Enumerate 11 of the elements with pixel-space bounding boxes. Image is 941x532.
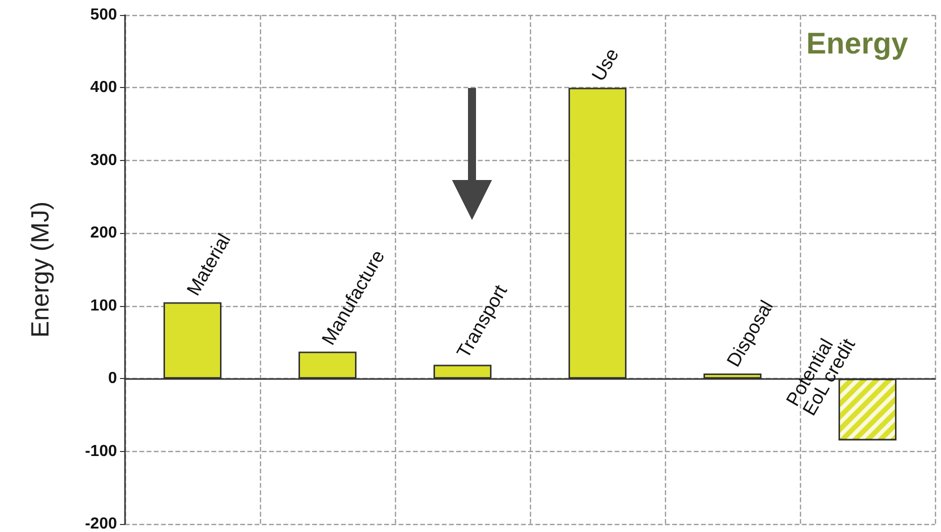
y-tick-label: -100 [84, 442, 118, 460]
y-tick-label: 200 [90, 224, 118, 242]
y-tick-label: 0 [108, 370, 118, 388]
y-axis-title: Energy (MJ) [26, 201, 54, 338]
y-tick-label: 100 [90, 297, 118, 314]
chart-title: Energy [806, 28, 908, 60]
x-tick-label: Use [588, 45, 624, 85]
y-tick-label: -200 [84, 516, 118, 532]
y-tick-label: 300 [90, 152, 118, 169]
y-tick-label: 400 [90, 79, 118, 96]
y-tick-label: 500 [90, 6, 118, 24]
